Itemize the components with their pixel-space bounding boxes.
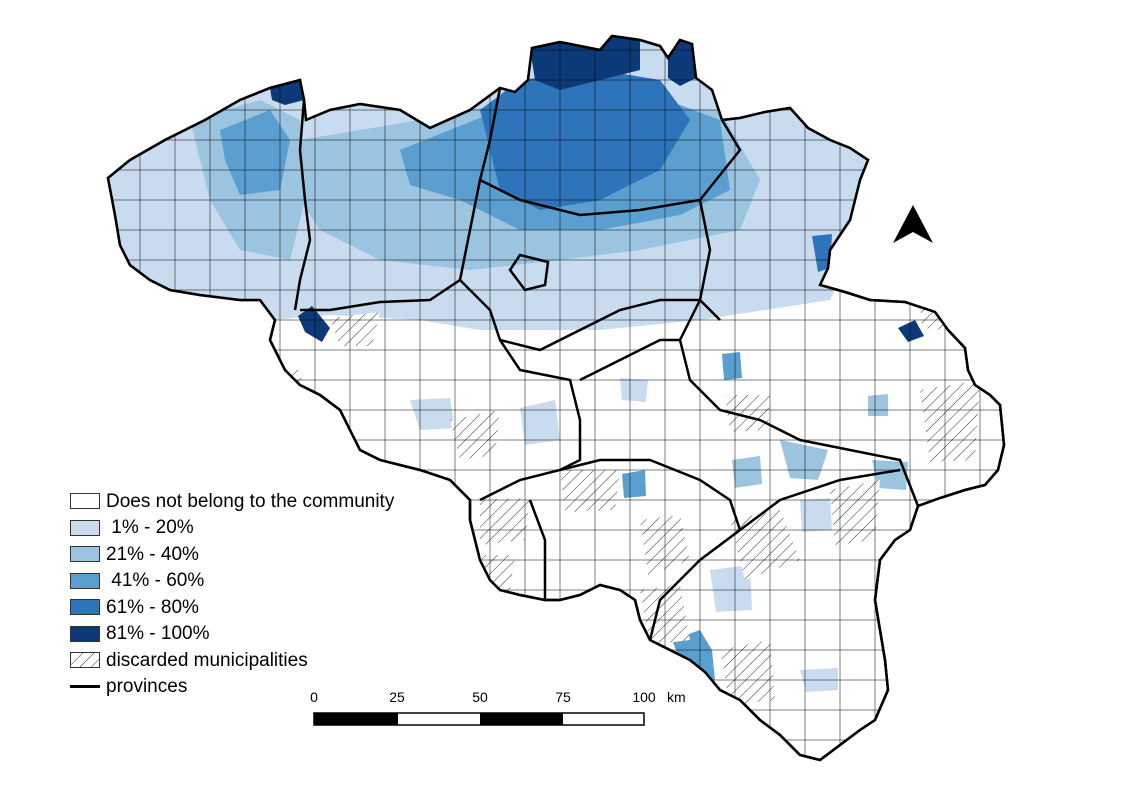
south-light-1	[410, 398, 455, 430]
east-81-100	[898, 320, 924, 342]
legend-item: provinces	[70, 674, 394, 701]
legend-swatch-hatch	[70, 652, 100, 669]
hatch-7	[830, 480, 880, 545]
ne-81-100	[668, 40, 696, 86]
scale-segment-3	[480, 713, 563, 725]
south-light-7	[710, 565, 752, 612]
scale-tick-100: 100	[632, 689, 656, 705]
south-light-9	[868, 394, 888, 416]
legend-item: 41% - 60%	[70, 568, 394, 595]
scale-tick-25: 25	[389, 689, 405, 705]
scale-bar: 0 25 50 75 100 km	[310, 689, 686, 726]
scale-tick-75: 75	[555, 689, 571, 705]
legend-label: discarded municipalities	[106, 649, 308, 671]
south-light-5	[872, 460, 908, 490]
legend-swatch-81-100	[70, 625, 100, 642]
legend-item: 61% - 80%	[70, 594, 394, 621]
province-borders	[293, 87, 920, 641]
legend-swatch-1-20	[70, 519, 100, 536]
hatch-8	[920, 380, 980, 462]
legend-item: 81% - 100%	[70, 621, 394, 648]
legend-swatch-41-60	[70, 572, 100, 589]
south-light-2	[520, 400, 560, 445]
scale-unit: km	[667, 689, 686, 705]
south-light-10	[722, 352, 742, 380]
legend-label: provinces	[106, 676, 188, 698]
legend-item: 21% - 40%	[70, 541, 394, 568]
south-light-11	[622, 470, 646, 498]
municipality-shading	[108, 36, 980, 705]
hatch-11	[720, 640, 775, 705]
legend-item: discarded municipalities	[70, 647, 394, 674]
legend: Does not belong to the community 1% - 20…	[70, 488, 394, 700]
east-61-80	[812, 234, 832, 272]
country-border	[106, 34, 1006, 762]
hatch-4	[560, 470, 620, 512]
legend-label: 41% - 60%	[106, 570, 205, 592]
north-arrow-icon	[893, 205, 933, 243]
legend-swatch-21-40	[70, 546, 100, 563]
legend-swatch-61-80	[70, 599, 100, 616]
south-light-12	[732, 456, 762, 488]
legend-label: 1% - 20%	[106, 517, 194, 539]
hatch-1	[330, 312, 380, 346]
legend-label: 61% - 80%	[106, 596, 199, 618]
legend-item: Does not belong to the community	[70, 488, 394, 515]
sw-81-100	[298, 306, 330, 342]
legend-label: Does not belong to the community	[106, 490, 395, 512]
hatch-14	[920, 300, 945, 330]
south-light-6	[800, 498, 832, 532]
south-61-80	[672, 630, 715, 680]
hatch-9	[725, 395, 770, 432]
scale-tick-50: 50	[472, 689, 488, 705]
hatch-2	[450, 410, 500, 460]
hatch-6	[730, 510, 800, 580]
legend-swatch-none	[70, 493, 100, 510]
top-81-100	[530, 36, 640, 90]
legend-swatch-province-line	[70, 685, 100, 689]
legend-item: 1% - 20%	[70, 515, 394, 542]
hatch-3	[480, 498, 530, 545]
south-light-3	[620, 378, 648, 402]
legend-label: 21% - 40%	[106, 543, 199, 565]
scale-segment-1	[314, 713, 398, 725]
scale-tick-0: 0	[310, 689, 318, 705]
legend-label: 81% - 100%	[106, 623, 210, 645]
west-41-60	[220, 110, 290, 195]
